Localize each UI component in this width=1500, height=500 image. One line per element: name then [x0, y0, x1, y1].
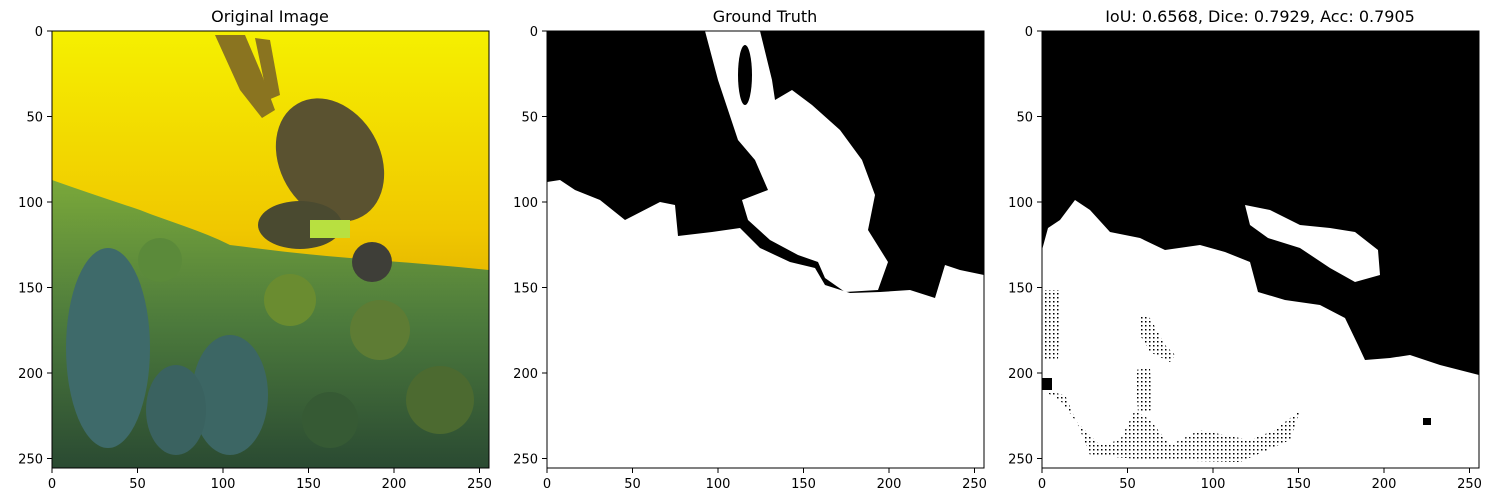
noisy-region	[1135, 368, 1152, 412]
y-tick-label: 100	[513, 196, 538, 211]
panel-title: IoU: 0.6568, Dice: 0.7929, Acc: 0.7905	[1105, 7, 1415, 26]
x-tick-label: 0	[48, 477, 56, 492]
y-tick-label: 50	[26, 111, 43, 126]
panel-ground-truth: Ground Truth 0 50 100 150 200 250	[513, 7, 987, 492]
panel-original-image: Original Image	[18, 7, 492, 492]
y-tick-label: 0	[35, 25, 43, 40]
y-tick-label: 250	[513, 453, 538, 468]
x-tick-label: 100	[1201, 477, 1226, 492]
y-tick-label: 200	[18, 367, 43, 382]
y-tick-label: 250	[1008, 453, 1033, 468]
x-tick-label: 250	[1457, 477, 1482, 492]
y-axis: 0 50 100 150 200 250	[513, 25, 547, 468]
panel-prediction: IoU: 0.6568, Dice: 0.7929, Acc: 0.7905 0…	[1008, 7, 1482, 492]
x-tick-label: 200	[1372, 477, 1397, 492]
x-tick-label: 50	[624, 477, 641, 492]
noisy-region	[1042, 290, 1060, 360]
y-axis: 0 50 100 150 200 250	[1008, 25, 1042, 468]
y-tick-label: 200	[513, 367, 538, 382]
y-tick-label: 100	[18, 196, 43, 211]
x-tick-label: 150	[791, 477, 816, 492]
x-tick-label: 150	[296, 477, 321, 492]
y-tick-label: 200	[1008, 367, 1033, 382]
noisy-region	[1140, 315, 1175, 362]
sea-fan	[146, 365, 206, 455]
x-tick-label: 250	[962, 477, 987, 492]
x-axis: 0 50 100 150 200 250	[543, 468, 987, 492]
noisy-region	[1042, 390, 1300, 462]
x-tick-label: 0	[543, 477, 551, 492]
x-tick-label: 50	[1119, 477, 1136, 492]
underwater-photo	[52, 31, 489, 468]
y-tick-label: 150	[1008, 282, 1033, 297]
y-tick-label: 50	[1016, 111, 1033, 126]
x-tick-label: 50	[129, 477, 146, 492]
y-tick-label: 100	[1008, 196, 1033, 211]
x-axis: 0 50 100 150 200 250	[1038, 468, 1482, 492]
panel-title: Ground Truth	[713, 7, 818, 26]
ground-truth-mask	[547, 31, 984, 468]
scuba-diver	[215, 35, 392, 282]
sea-fan	[192, 335, 268, 455]
x-tick-label: 150	[1286, 477, 1311, 492]
sea-fan	[66, 248, 150, 448]
y-tick-label: 0	[530, 25, 538, 40]
y-tick-label: 250	[18, 453, 43, 468]
panel-title: Original Image	[211, 7, 329, 26]
y-tick-label: 150	[513, 282, 538, 297]
y-tick-label: 50	[521, 111, 538, 126]
x-tick-label: 200	[382, 477, 407, 492]
x-tick-label: 100	[706, 477, 731, 492]
x-tick-label: 0	[1038, 477, 1046, 492]
y-tick-label: 0	[1025, 25, 1033, 40]
x-axis: 0 50 100 150 200 250	[48, 468, 492, 492]
x-tick-label: 100	[211, 477, 236, 492]
y-tick-label: 150	[18, 282, 43, 297]
y-axis: 0 50 100 150 200 250	[18, 25, 52, 468]
x-tick-label: 250	[467, 477, 492, 492]
x-tick-label: 200	[877, 477, 902, 492]
predicted-mask	[1042, 31, 1479, 468]
